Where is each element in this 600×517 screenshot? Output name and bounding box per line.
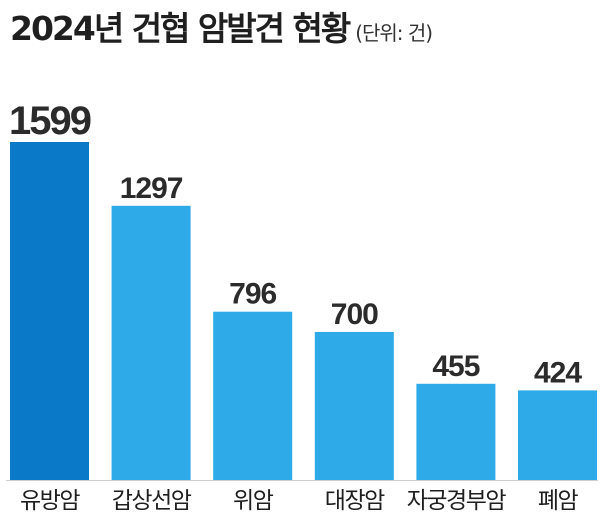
value-label-5: 455 — [432, 350, 479, 383]
value-label-6: 424 — [534, 356, 582, 389]
bar-5 — [416, 383, 496, 480]
bar-3 — [213, 311, 293, 480]
value-label-2: 1297 — [120, 172, 183, 205]
bar-6 — [518, 390, 597, 480]
unit-note: (단위: 건) — [355, 21, 433, 45]
value-label-4: 700 — [331, 298, 378, 331]
category-label-2: 갑상선암 — [112, 488, 192, 514]
category-label-3: 위암 — [233, 488, 274, 514]
category-label-4: 대장암 — [325, 488, 385, 514]
category-label-1: 유방암 — [20, 488, 80, 514]
chart-title: 2024년 건협 암발견 현황 — [10, 9, 351, 48]
value-label-1: 1599 — [9, 99, 91, 143]
category-label-6: 폐암 — [538, 488, 579, 514]
bar-1 — [10, 142, 89, 480]
bar-4 — [314, 332, 394, 480]
category-label-5: 자궁경부암 — [407, 488, 507, 514]
title-row: 2024년 건협 암발견 현황 (단위: 건) — [10, 2, 433, 48]
bar-2 — [111, 205, 191, 481]
value-label-3: 796 — [229, 278, 276, 311]
